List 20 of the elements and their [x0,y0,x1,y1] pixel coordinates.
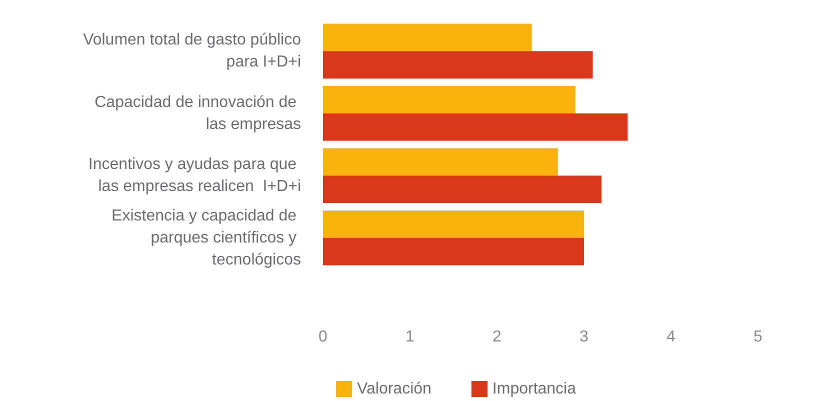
legend-label: Importancia [492,380,576,398]
bar [323,113,628,141]
legend-label: Valoración [357,380,432,398]
x-tick-label: 4 [666,328,676,346]
x-tick-label: 1 [406,328,415,346]
bar [323,148,558,176]
bar [323,86,576,114]
x-tick-label: 5 [754,328,763,346]
y-tick-label: Incentivos y ayudas para que las empresas realicen I+D+i [88,156,301,196]
bar [323,238,584,266]
y-tick-label: Volumen total de gasto público para I+D+i [83,32,302,71]
bar [323,210,584,238]
bar [323,24,532,52]
y-tick-label: Existencia y capacidad de parques científicos y tecnológicos [112,207,301,268]
x-tick-label: 2 [492,328,502,346]
y-tick-label: Capacidad de innovación de las empresas [94,94,301,133]
bar [323,51,593,79]
x-tick-label: 0 [318,328,328,346]
bar [323,176,602,204]
x-tick-label: 3 [580,328,589,346]
